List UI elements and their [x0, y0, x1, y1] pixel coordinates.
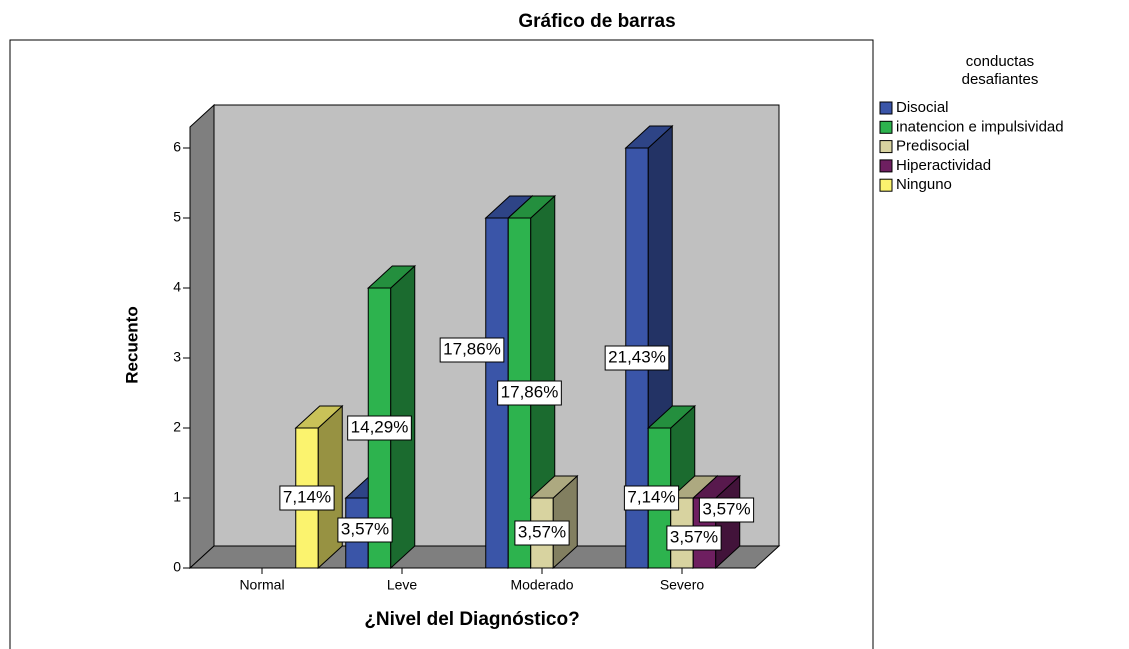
legend-label: Disocial	[896, 99, 949, 116]
legend-label: Predisocial	[896, 138, 969, 155]
x-tick-label: Normal	[239, 577, 284, 593]
data-label-bg	[514, 520, 570, 546]
data-label: 3,57%	[341, 519, 389, 538]
bar-top	[646, 405, 697, 429]
y-axis-label: Recuento	[122, 306, 141, 383]
bar-top	[529, 475, 579, 499]
data-label: 3,57%	[670, 527, 718, 546]
data-label: 17,86%	[443, 339, 501, 358]
bar-top	[366, 265, 417, 289]
data-label: 14,29%	[351, 417, 409, 436]
legend-label: Hiperactividad	[896, 157, 991, 174]
bar-top	[294, 405, 344, 429]
data-label: 17,86%	[501, 382, 559, 401]
bar-top	[624, 125, 674, 149]
chart-title: Gráfico de barras	[518, 11, 675, 32]
x-axis-label: ¿Nivel del Diagnóstico?	[364, 609, 579, 630]
data-label: 7,14%	[627, 487, 675, 506]
y-tick-label: 4	[173, 279, 181, 295]
y-tick-label: 0	[173, 559, 181, 575]
data-label: 21,43%	[608, 347, 666, 366]
data-label-bg	[604, 345, 670, 371]
frame	[9, 39, 874, 649]
legend-label: inatencion e impulsividad	[896, 118, 1064, 135]
y-tick-label: 3	[173, 349, 181, 365]
legend-swatch	[879, 120, 893, 134]
data-label-bg	[337, 517, 393, 543]
data-label-bg	[439, 337, 505, 363]
side-wall	[189, 103, 215, 570]
data-label: 3,57%	[518, 522, 566, 541]
y-tick-label: 5	[173, 209, 181, 225]
data-label: 7,14%	[283, 487, 331, 506]
x-tick-label: Leve	[387, 577, 418, 593]
x-tick-label: Severo	[660, 577, 705, 593]
x-tick-label: Moderado	[510, 577, 573, 593]
data-label-bg	[623, 485, 680, 511]
legend-swatch	[879, 178, 893, 192]
data-label-bg	[279, 485, 335, 511]
y-tick-label: 1	[173, 489, 181, 505]
legend-swatch	[879, 140, 893, 154]
y-tick-label: 2	[173, 419, 181, 435]
y-tick-label: 6	[173, 139, 181, 155]
bar-top	[506, 195, 557, 219]
data-label: 3,57%	[702, 499, 750, 518]
data-label-bg	[347, 415, 412, 441]
legend-title: conductas	[966, 53, 1034, 70]
data-label-bg	[698, 497, 755, 523]
legend-label: Ninguno	[896, 176, 952, 193]
legend-swatch	[879, 159, 893, 173]
legend-swatch	[879, 101, 893, 115]
legend-title: desafiantes	[962, 71, 1039, 88]
data-label-bg	[497, 380, 562, 406]
data-label-bg	[666, 525, 722, 551]
